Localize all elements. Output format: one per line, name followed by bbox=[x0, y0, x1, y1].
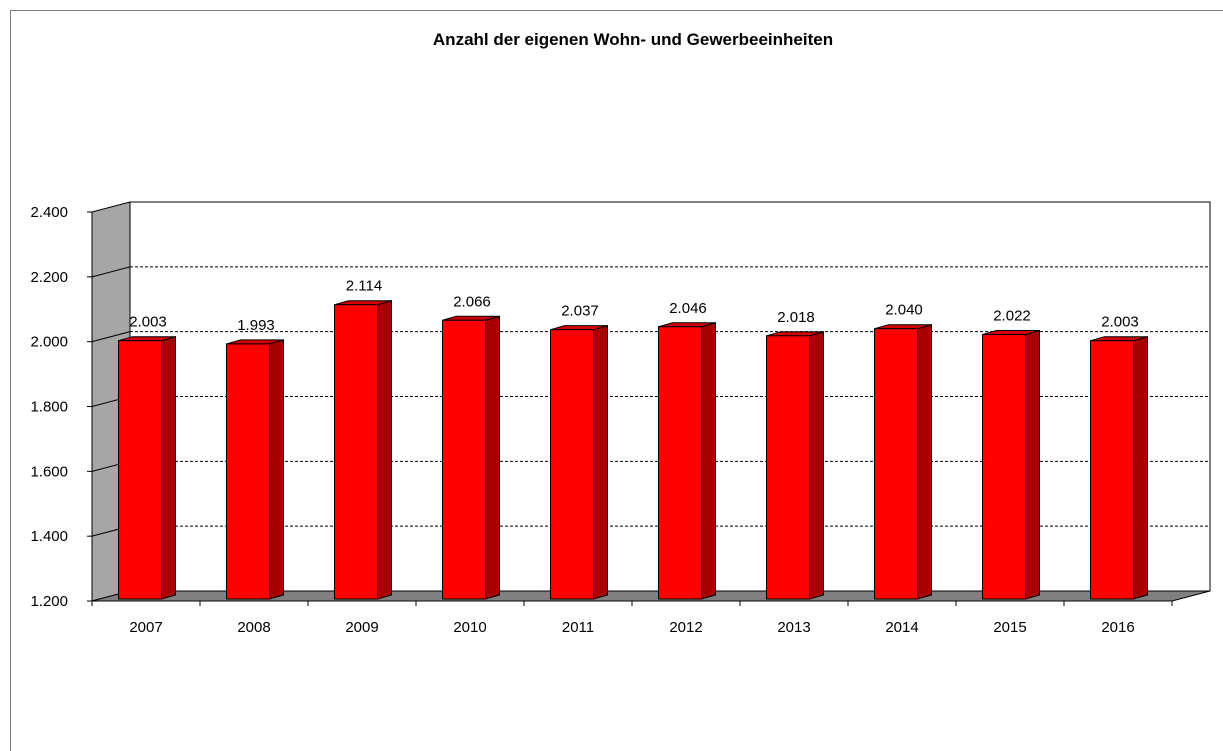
bar bbox=[1090, 340, 1134, 600]
chart-frame bbox=[10, 10, 1223, 751]
y-tick-label: 2.200 bbox=[30, 269, 68, 286]
x-axis-ticks: 2007 2008 2009 2010 2011 2012 2013 2014 2015 2016 bbox=[91, 601, 1173, 636]
bar bbox=[658, 326, 702, 600]
x-tick-label: 2007 bbox=[129, 619, 162, 636]
x-tick-label: 2009 bbox=[345, 619, 378, 636]
bar bbox=[118, 340, 162, 600]
bar-side bbox=[269, 339, 284, 600]
y-tick-label: 2.000 bbox=[30, 334, 68, 351]
data-label: 1.993 bbox=[237, 317, 275, 334]
data-label: 2.022 bbox=[993, 308, 1031, 325]
data-label: 2.114 bbox=[346, 278, 382, 295]
bar-side bbox=[161, 336, 176, 600]
x-tick-label: 2008 bbox=[237, 619, 270, 636]
bar-side bbox=[593, 325, 608, 600]
y-tick-label: 1.400 bbox=[30, 528, 68, 545]
bar-side bbox=[1025, 329, 1040, 600]
x-tick-label: 2013 bbox=[777, 619, 810, 636]
y-tick-label: 1.800 bbox=[30, 399, 68, 416]
bar bbox=[226, 343, 270, 600]
x-tick-label: 2011 bbox=[562, 619, 594, 636]
data-label: 2.003 bbox=[1101, 314, 1139, 331]
bar-side bbox=[377, 300, 392, 600]
x-tick-label: 2015 bbox=[993, 619, 1026, 636]
bar-side bbox=[1133, 336, 1148, 600]
data-label: 2.003 bbox=[129, 314, 167, 331]
data-label: 2.066 bbox=[453, 293, 491, 310]
data-label: 2.018 bbox=[777, 309, 815, 326]
data-labels: 2.003 1.993 2.114 2.066 2.037 2.046 2.018 2.040… bbox=[129, 278, 1139, 334]
bar-side bbox=[809, 331, 824, 600]
data-label: 2.046 bbox=[669, 300, 707, 317]
bar bbox=[874, 328, 918, 600]
bars bbox=[118, 300, 1148, 600]
bar bbox=[766, 335, 810, 600]
x-tick-label: 2016 bbox=[1101, 619, 1134, 636]
data-label: 2.040 bbox=[885, 302, 923, 319]
y-tick-label: 1.200 bbox=[30, 593, 68, 610]
y-axis-ticks: 1.200 1.400 1.600 1.800 2.000 2.200 2.400 bbox=[30, 204, 92, 610]
chart-title: Anzahl der eigenen Wohn- und Gewerbeeinh… bbox=[432, 30, 834, 49]
bar bbox=[334, 304, 378, 600]
bar bbox=[442, 319, 486, 600]
bar-side bbox=[701, 322, 716, 600]
x-tick-label: 2010 bbox=[453, 619, 486, 636]
y-tick-label: 1.600 bbox=[30, 463, 68, 480]
y-tick-label: 2.400 bbox=[30, 204, 68, 221]
x-tick-label: 2014 bbox=[885, 619, 918, 636]
bar bbox=[982, 334, 1026, 600]
x-tick-label: 2012 bbox=[669, 619, 702, 636]
bar-side bbox=[485, 315, 500, 600]
gridline-side bbox=[91, 331, 131, 343]
bar bbox=[550, 329, 594, 600]
bar-side bbox=[917, 324, 932, 600]
data-label: 2.037 bbox=[561, 303, 599, 320]
gridline-side bbox=[91, 266, 131, 278]
